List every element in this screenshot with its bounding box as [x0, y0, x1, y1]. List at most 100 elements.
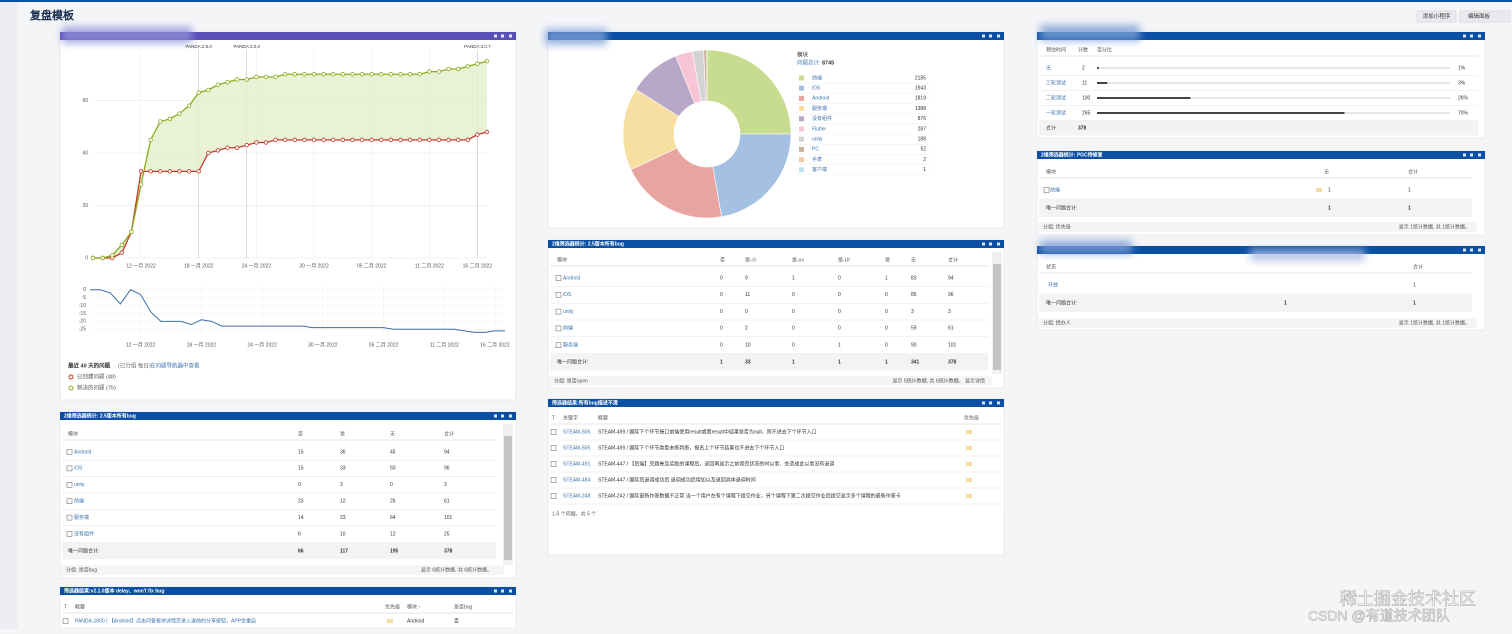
gadget-icon[interactable] — [1463, 154, 1466, 157]
y-tick-label: 20 — [82, 203, 88, 209]
legend-link[interactable]: 在问题导航器中查看 — [150, 361, 200, 369]
cell[interactable]: 开放 — [1048, 281, 1058, 288]
cell: 26% — [1458, 95, 1469, 101]
gadget-icon[interactable] — [1470, 154, 1473, 157]
cell[interactable]: 前端 — [1050, 186, 1060, 193]
data-point — [197, 170, 201, 174]
gadget-icon[interactable] — [509, 35, 512, 38]
cell[interactable]: Android — [563, 275, 580, 281]
gadget-icon[interactable] — [997, 402, 1000, 405]
cell[interactable]: STEAM-248 — [563, 493, 590, 499]
x-tick-label: 05 二月 2022 — [357, 263, 387, 269]
cell: 100 — [1082, 95, 1091, 101]
scrollbar-thumb[interactable] — [504, 436, 512, 560]
cell[interactable]: unity — [563, 309, 574, 315]
gadget-icon[interactable] — [982, 243, 985, 246]
gadget-icon[interactable] — [997, 35, 1000, 38]
gadget-icon[interactable] — [494, 35, 497, 38]
cell[interactable]: 三轮测试 — [1046, 79, 1066, 86]
gadget-icon[interactable] — [1470, 249, 1473, 252]
cell: 96 — [948, 292, 954, 298]
cell: 0 — [838, 309, 841, 315]
legend-entry: 手表 — [812, 156, 822, 163]
gadget-icon[interactable] — [509, 415, 512, 418]
total-cell: 378 — [444, 548, 453, 554]
gadget-icon[interactable] — [494, 415, 497, 418]
data-point — [130, 230, 134, 234]
data-point — [322, 138, 326, 142]
cell: 90 — [911, 343, 917, 349]
cell[interactable]: 前端 — [74, 498, 84, 505]
cell: 0 — [720, 275, 723, 281]
cell[interactable]: 服务端 — [74, 514, 89, 521]
total-cell: 1 — [1413, 300, 1416, 306]
cell: 61 — [444, 499, 450, 505]
data-point — [418, 72, 422, 76]
gadget-icon[interactable] — [509, 590, 512, 593]
button-label[interactable]: 编辑面板 — [1468, 12, 1491, 20]
cell: 3% — [1458, 80, 1466, 86]
gadget-icon[interactable] — [989, 402, 992, 405]
legend-swatch — [799, 167, 804, 172]
cell[interactable]: 前端 — [563, 325, 573, 332]
gadget-icon[interactable] — [989, 243, 992, 246]
sidebar — [0, 2, 18, 629]
gadget-icon[interactable] — [1470, 35, 1473, 38]
gadget-icon[interactable] — [1478, 35, 1481, 38]
gadget-icon[interactable] — [982, 402, 985, 405]
cell[interactable]: Android — [74, 449, 91, 455]
data-point — [370, 72, 374, 76]
cell: 33 — [340, 466, 346, 472]
cell[interactable]: 服务端 — [563, 342, 578, 349]
cell[interactable]: STEAM-491 — [563, 461, 590, 467]
gadget-icon[interactable] — [1463, 249, 1466, 252]
cell[interactable]: STEAM-484 — [563, 477, 590, 483]
bar-track — [1097, 67, 1450, 69]
scrollbar-thumb[interactable] — [993, 264, 1001, 370]
cell[interactable]: 二轮测试 — [1046, 94, 1066, 101]
cell[interactable]: 一轮测试 — [1046, 109, 1066, 116]
total-row — [1039, 121, 1478, 136]
gadget-icon[interactable] — [982, 35, 985, 38]
total-cell: 唯一问题合计: — [1046, 299, 1077, 306]
cell[interactable]: STEAM-505 — [563, 445, 590, 451]
gadget-icon[interactable] — [501, 415, 504, 418]
gadget-icon[interactable] — [501, 590, 504, 593]
gadget-icon[interactable] — [997, 243, 1000, 246]
gadget-icon[interactable] — [501, 35, 504, 38]
cell: 6 — [298, 531, 301, 537]
gadget-title: 2维筛选器统计: 2.5版本所有bug — [64, 413, 136, 420]
cell[interactable]: 没有组件 — [74, 530, 94, 537]
footer-text: 分组: 经办人 — [1043, 319, 1071, 326]
cell[interactable]: 无 — [1046, 65, 1051, 71]
cell: 3 — [444, 482, 447, 488]
total-cell: 1 — [792, 359, 795, 365]
gadget-icon[interactable] — [1463, 35, 1466, 38]
column-header: 是-小 — [745, 256, 757, 263]
data-point — [360, 138, 364, 142]
column-header: 模块 ↑ — [407, 603, 421, 610]
cell[interactable]: iOS — [74, 466, 83, 472]
gadget-icon[interactable] — [1478, 249, 1481, 252]
cell[interactable]: STEAM-506 — [563, 429, 590, 435]
data-point — [139, 183, 143, 187]
more-button[interactable] — [1500, 11, 1510, 22]
gadget-icon[interactable] — [494, 590, 497, 593]
gadget-icon[interactable] — [989, 35, 992, 38]
total-label: 问题总计: — [797, 58, 821, 66]
gadget-icon[interactable] — [1478, 154, 1481, 157]
version-label: PANDA:3.0.0 — [234, 44, 261, 49]
cell: 1 — [885, 275, 888, 281]
data-point — [216, 83, 220, 87]
cell: 59 — [911, 326, 917, 332]
data-point — [437, 70, 441, 74]
cell[interactable]: unity — [74, 482, 85, 488]
button-label[interactable]: 添加小程序 — [1423, 12, 1451, 20]
data-point — [101, 256, 105, 260]
data-point — [351, 72, 355, 76]
legend-value: 287 — [918, 126, 927, 132]
cell[interactable]: iOS — [563, 292, 572, 298]
legend-swatch — [799, 106, 804, 111]
legend-swatch — [799, 76, 804, 81]
cell[interactable]: PANDA-1800 / 【Android】点击问答板块详情页进入退前的分享按钮… — [75, 617, 256, 624]
